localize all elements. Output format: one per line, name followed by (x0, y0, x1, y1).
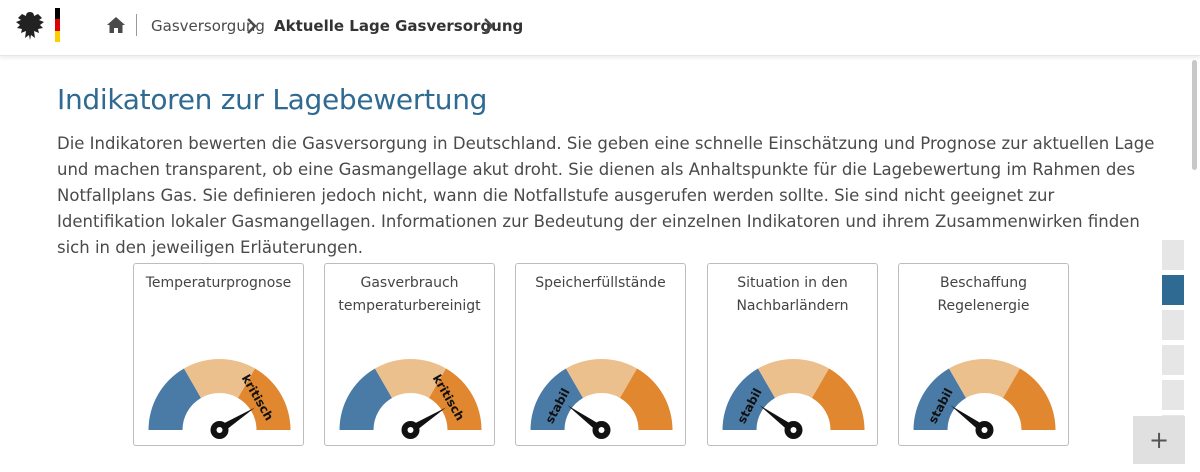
home-icon[interactable] (106, 15, 126, 35)
side-nav-item[interactable] (1162, 275, 1184, 305)
chevron-right-icon (247, 18, 257, 34)
gauge-segment-medium (566, 359, 637, 398)
status-gauge: kritisch (339, 359, 482, 439)
gauge-hub-center (981, 427, 988, 433)
side-nav-item[interactable] (1162, 310, 1184, 340)
gauge-segment-stable (148, 368, 201, 430)
indicator-card[interactable]: Beschaffung Regelenergie stabil (898, 263, 1069, 446)
indicator-card[interactable]: Temperaturprognose kritisch (133, 263, 304, 446)
breadcrumb-separator (136, 14, 137, 36)
gauge-segment-medium (184, 359, 255, 398)
indicator-card[interactable]: Speicherfüllstände stabil (515, 263, 686, 446)
flag-red (55, 19, 60, 31)
gauge-segment-medium (949, 359, 1020, 398)
scrollbar-thumb[interactable] (1192, 60, 1197, 170)
gauge-hub-center (216, 427, 223, 433)
breadcrumb-gasversorgung[interactable]: Gasversorgung (151, 17, 265, 35)
breadcrumb-aktuelle-lage[interactable]: Aktuelle Lage Gasversorgung (274, 17, 524, 35)
indicator-title: Gasverbrauch temperaturbereinigt (338, 275, 481, 314)
status-gauge: stabil (530, 359, 673, 439)
gauge-segment-stable (530, 368, 583, 430)
status-gauge: stabil (722, 359, 865, 439)
gauge-segment-medium (375, 359, 446, 398)
gauge-hub-center (407, 427, 414, 433)
indicator-title: Temperaturprognose (145, 275, 292, 291)
gauge-segment-critical (620, 368, 673, 430)
gauge-hub-center (598, 427, 605, 433)
gauge-segment-critical (812, 368, 865, 430)
flag-gold (55, 30, 60, 42)
side-navigation (1162, 240, 1184, 450)
section-title: Indikatoren zur Lagebewertung (57, 83, 488, 116)
gauge-segment-critical (1003, 368, 1056, 430)
gauge-hub-center (790, 427, 797, 433)
indicator-title: Beschaffung Regelenergie (937, 275, 1030, 314)
indicator-card[interactable]: Situation in den Nachbarländern stabil (707, 263, 878, 446)
side-nav-item[interactable] (1162, 380, 1184, 410)
section-intro: Die Indikatoren bewerten die Gasversorgu… (57, 134, 1155, 257)
gauge-segment-critical (429, 368, 482, 430)
gauge-segment-stable (913, 368, 966, 430)
indicator-title: Situation in den Nachbarländern (736, 275, 849, 314)
indicator-card[interactable]: Gasverbrauch temperaturbereinigt kritisch (324, 263, 495, 446)
expand-button[interactable]: + (1133, 416, 1185, 464)
gauge-segment-stable (339, 368, 392, 430)
gauge-segment-medium (758, 359, 829, 398)
german-flag-bar (55, 8, 60, 42)
flag-black (55, 8, 60, 20)
indicator-title: Speicherfüllstände (535, 275, 666, 291)
side-nav-item[interactable] (1162, 345, 1184, 375)
top-header: Gasversorgung Aktuelle Lage Gasversorgun… (0, 0, 1200, 56)
gauge-segment-critical (238, 368, 291, 430)
status-gauge: kritisch (148, 359, 291, 439)
gauge-segment-stable (722, 368, 775, 430)
chevron-right-icon (484, 18, 494, 34)
federal-eagle-logo[interactable] (12, 8, 48, 44)
status-gauge: stabil (913, 359, 1056, 439)
side-nav-item[interactable] (1162, 240, 1184, 270)
